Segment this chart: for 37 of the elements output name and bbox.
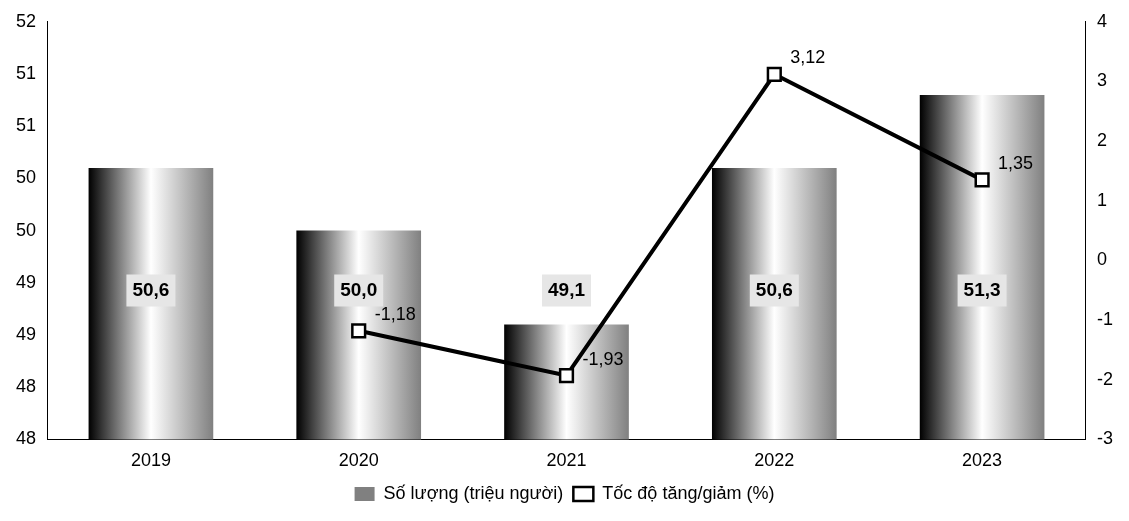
- point: [558, 367, 575, 384]
- data-label: 49,1: [548, 278, 586, 300]
- x-tick-label: 2023: [962, 450, 1003, 471]
- y2-tick-label: -1: [1097, 309, 1114, 330]
- point: [974, 172, 990, 188]
- y2-tick-label: -2: [1097, 368, 1114, 389]
- x-tick-label: 2019: [130, 450, 171, 471]
- y-tick-label: 49: [15, 271, 37, 292]
- data-label: 50,6: [132, 278, 170, 300]
- data-label: -1,18: [374, 303, 416, 324]
- data-label: 51,3: [963, 278, 1001, 300]
- x-tick-label: 2020: [338, 450, 379, 471]
- data-label: 50,0: [340, 278, 378, 300]
- y2-tick-label: 4: [1097, 10, 1108, 31]
- y2-tick-label: 3: [1097, 70, 1108, 91]
- point: [351, 323, 367, 339]
- data-label: -1,93: [582, 348, 624, 369]
- y2-tick-label: 0: [1097, 249, 1108, 270]
- y-tick-label: 51: [15, 115, 37, 136]
- y-tick-label: 52: [15, 10, 37, 31]
- data-label: 3,12: [790, 47, 826, 68]
- y-tick-label: 50: [15, 219, 37, 240]
- y-tick-label: 49: [15, 323, 37, 344]
- y2-tick-label: -3: [1097, 428, 1114, 449]
- y-tick-label: 51: [15, 62, 37, 83]
- y-tick-label: 50: [15, 167, 37, 188]
- y-tick-label: 48: [15, 428, 37, 449]
- x-tick-label: 2022: [754, 450, 795, 471]
- legend-label: Tốc độ tăng/giảm (%): [602, 482, 775, 503]
- y2-tick-label: 1: [1097, 189, 1108, 210]
- point: [766, 66, 782, 82]
- y-tick-label: 48: [15, 376, 37, 397]
- y2-tick-label: 2: [1097, 130, 1108, 151]
- data-label: 1,35: [998, 152, 1034, 173]
- x-tick-label: 2021: [546, 450, 587, 471]
- legend-label: Số lượng (triệu người): [383, 482, 564, 503]
- data-label: 50,6: [755, 278, 793, 300]
